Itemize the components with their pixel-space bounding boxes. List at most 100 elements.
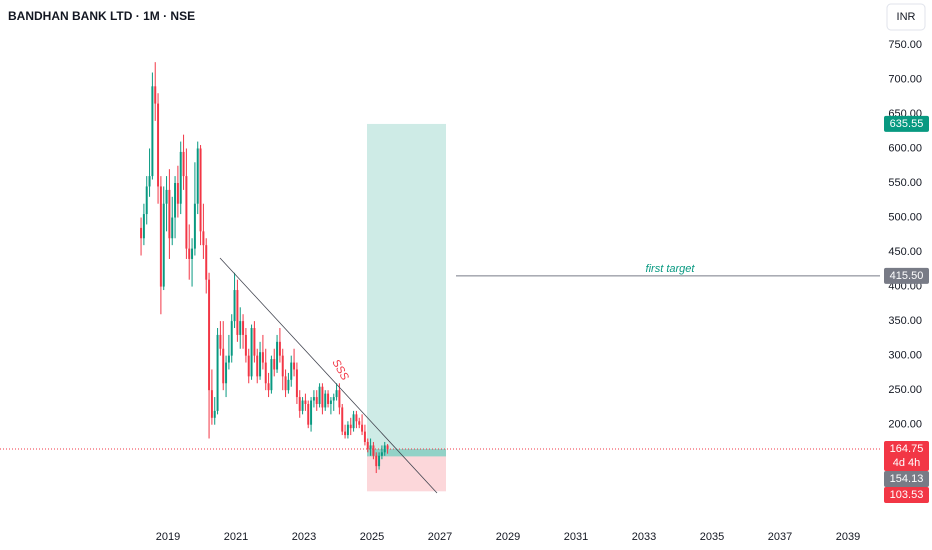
candle-body [315, 397, 318, 404]
candle-body [202, 231, 205, 246]
currency-label[interactable]: INR [897, 11, 916, 23]
candle-body [142, 214, 145, 239]
candle-body [165, 189, 168, 204]
price-label: 164.75 [890, 443, 924, 455]
candle-body [219, 334, 222, 349]
candle-body [344, 431, 347, 436]
candle-body [369, 445, 372, 449]
candle-body [185, 176, 188, 249]
candle-body [227, 355, 230, 363]
candle-body [298, 397, 301, 411]
candle-body [276, 341, 279, 370]
candle-body [199, 148, 202, 232]
candle-body [196, 148, 199, 204]
candle-body [329, 400, 332, 404]
countdown-label: 4d 4h [893, 457, 921, 469]
candle-body [191, 248, 194, 259]
candle-body [267, 383, 270, 391]
candle-body [304, 400, 307, 404]
candle-body [295, 369, 298, 398]
candle-body [236, 290, 239, 335]
y-tick-label: 500.00 [888, 211, 922, 223]
candle-body [159, 186, 162, 287]
candle-body [247, 355, 250, 377]
loss-zone [367, 456, 446, 492]
candle-body [250, 328, 253, 377]
candle-body [182, 151, 185, 177]
candle-body [162, 203, 165, 287]
candle-body [230, 321, 233, 356]
y-tick-label: 250.00 [888, 384, 922, 396]
y-tick-label: 350.00 [888, 315, 922, 327]
candle-body [259, 352, 262, 377]
candle-body [346, 424, 349, 436]
candle-body [176, 183, 179, 204]
background-drawings: first target SSS [0, 123, 880, 492]
annotation: first target [646, 263, 696, 275]
candle-body [278, 341, 281, 356]
axis-layer: 200.00250.00300.00350.00400.00450.00500.… [156, 39, 929, 543]
candles [140, 62, 389, 474]
candle-body [171, 217, 174, 239]
candle-body [239, 321, 242, 335]
price-label: 103.53 [890, 489, 924, 501]
y-tick-label: 550.00 [888, 177, 922, 189]
candle-body [174, 183, 177, 218]
candle-body [366, 441, 369, 449]
candle-body [332, 397, 335, 401]
x-tick-label: 2021 [224, 531, 248, 543]
candle-body [349, 424, 352, 429]
y-tick-label: 300.00 [888, 350, 922, 362]
candle-body [216, 334, 219, 411]
price-label-box [884, 471, 929, 488]
x-tick-label: 2031 [564, 531, 588, 543]
x-tick-label: 2033 [632, 531, 656, 543]
price-label: 154.13 [890, 473, 924, 485]
price-label-box [884, 487, 929, 504]
candle-body [321, 386, 324, 408]
x-tick-label: 2035 [700, 531, 724, 543]
candle-body [168, 189, 171, 239]
candle-body [145, 186, 148, 215]
candle-body [148, 176, 151, 187]
y-tick-label: 200.00 [888, 419, 922, 431]
x-tick-label: 2023 [292, 531, 316, 543]
candle-body [355, 414, 358, 422]
y-tick-label: 600.00 [888, 142, 922, 154]
candle-body [335, 390, 338, 398]
currency-button[interactable] [886, 3, 926, 31]
x-tick-label: 2019 [156, 531, 180, 543]
candle-body [318, 386, 321, 404]
annotation: SSS [329, 357, 351, 383]
candle-body [140, 227, 143, 239]
candle-body [193, 203, 196, 249]
candle-body [151, 86, 154, 177]
candle-body [264, 362, 267, 384]
candle-body [383, 445, 386, 453]
x-tick-label: 2027 [428, 531, 452, 543]
candle-body [290, 362, 293, 380]
candle-body [154, 86, 157, 104]
candle-body [179, 151, 182, 204]
candle-body [281, 355, 284, 377]
candle-body [307, 403, 310, 425]
x-tick-label: 2037 [768, 531, 792, 543]
candle-body [310, 400, 313, 425]
candle-body [352, 414, 355, 429]
candle-body [244, 334, 247, 356]
candle-body [375, 455, 378, 467]
candle-body [261, 352, 264, 363]
price-label-box [884, 115, 929, 132]
y-tick-label: 700.00 [888, 73, 922, 85]
candle-body [363, 431, 366, 442]
profit-zone [367, 123, 446, 457]
candle-body [338, 390, 341, 408]
candle-body [253, 328, 256, 356]
candle-body [205, 245, 208, 280]
candle-body [242, 321, 245, 335]
price-label-box [884, 267, 929, 284]
candle-body [273, 359, 276, 370]
candle-body [270, 359, 273, 391]
chart-title: BANDHAN BANK LTD · 1M · NSE [8, 9, 195, 23]
